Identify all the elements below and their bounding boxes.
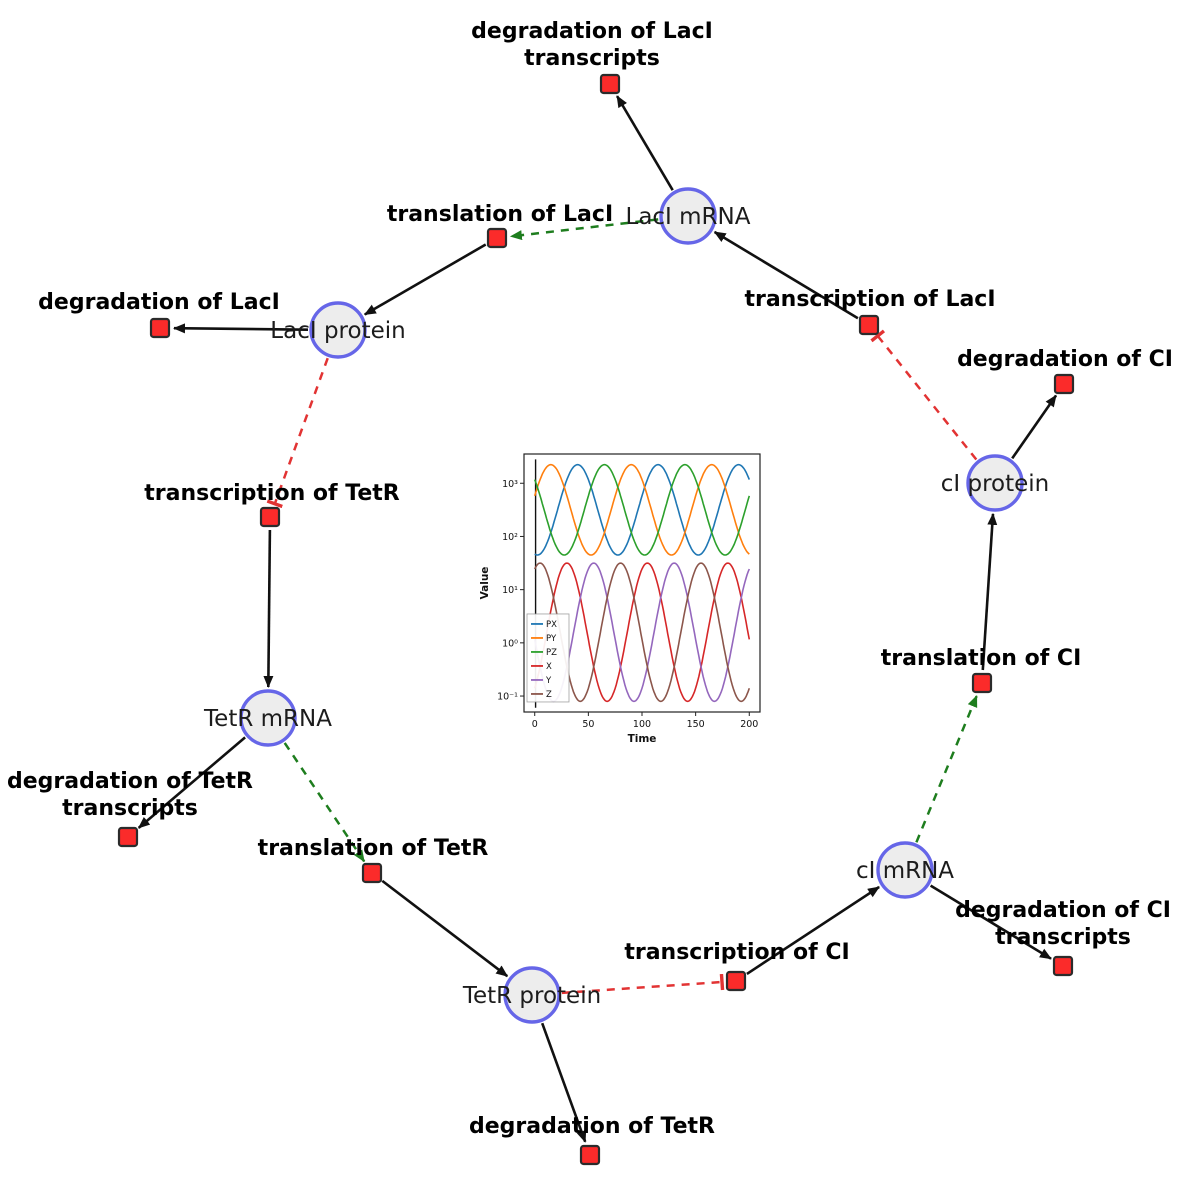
y-tick-label: 10²: [502, 532, 518, 543]
reaction-label-transcription_tetr: transcription of TetR: [144, 481, 400, 506]
reaction-node-deg_laci[interactable]: [149, 317, 171, 339]
reaction-label-deg_laci_tx: degradation of LacI transcripts: [471, 19, 713, 71]
legend-entry-PZ: PZ: [546, 648, 557, 658]
edge-modifier-laci_mrna-translation_laci: [509, 218, 659, 241]
timeseries-plot: 10⁻¹ 10⁰ 10¹ 10² 10³ 0 50 100 150 200 Time Value PX P…: [479, 453, 761, 745]
x-tick-label: 100: [633, 719, 651, 730]
edge-inhibitor-tetr_protein-transcription_ci: [561, 973, 725, 995]
species-node-ci_protein[interactable]: [966, 454, 1024, 512]
reaction-node-translation_ci[interactable]: [971, 672, 993, 694]
edge-reactant-tetr_protein-deg_tetr: [540, 1022, 587, 1143]
reaction-node-translation_tetr[interactable]: [361, 862, 383, 884]
legend-box: [526, 613, 570, 703]
reaction-node-transcription_laci[interactable]: [858, 314, 880, 336]
edge-inhibitor-ci_protein-transcription_laci: [870, 329, 978, 461]
chart-line-PY: [533, 463, 750, 556]
reaction-label-deg_tetr_tx: degradation of TetR transcripts: [7, 769, 253, 821]
reaction-label-deg_ci_tx: degradation of CI transcripts: [955, 898, 1171, 950]
edge-reactant-tetr_mrna-deg_tetr_tx: [137, 736, 246, 829]
legend-entry-X: X: [546, 662, 552, 672]
edge-product-transcription_ci-ci_mrna: [746, 885, 880, 975]
edge-reactant-laci_mrna-deg_laci_tx: [615, 95, 674, 191]
y-tick-label: 10³: [502, 479, 518, 490]
edge-product-transcription_tetr-tetr_mrna: [263, 529, 274, 688]
reaction-node-deg_laci_tx[interactable]: [599, 73, 621, 95]
legend-entry-Z: Z: [546, 690, 552, 700]
species-node-ci_mrna[interactable]: [876, 841, 934, 899]
edge-inhibitor-laci_protein-transcription_tetr: [266, 357, 329, 509]
y-tick-label: 10¹: [502, 585, 518, 596]
reaction-label-translation_laci: translation of LacI: [387, 202, 613, 227]
y-tick-label: 10⁰: [502, 638, 518, 649]
chart-line-Y: [533, 562, 751, 703]
x-axis-label: Time: [628, 733, 657, 745]
species-node-tetr_mrna[interactable]: [239, 689, 297, 747]
edge-reactant-ci_mrna-deg_ci_tx: [929, 884, 1052, 960]
chart-line-X: [533, 562, 751, 703]
reaction-node-deg_ci_tx[interactable]: [1052, 955, 1074, 977]
y-tick-label: 10⁻¹: [497, 692, 518, 703]
species-label-tetr_protein: TetR protein: [462, 983, 601, 1009]
edge-modifier-ci_mrna-translation_ci: [915, 694, 978, 843]
edge-product-translation_laci-laci_protein: [363, 243, 487, 316]
species-label-laci_mrna: LacI mRNA: [626, 204, 751, 230]
legend-entry-PX: PX: [546, 620, 557, 630]
reaction-node-transcription_ci[interactable]: [725, 970, 747, 992]
reaction-node-deg_ci[interactable]: [1053, 373, 1075, 395]
reaction-label-translation_tetr: translation of TetR: [258, 836, 489, 861]
species-label-ci_mrna: cI mRNA: [856, 858, 954, 884]
reaction-node-deg_tetr_tx[interactable]: [117, 826, 139, 848]
species-label-ci_protein: cI protein: [941, 471, 1050, 497]
x-tick-label: 0: [532, 719, 538, 730]
reaction-label-transcription_laci: transcription of LacI: [744, 287, 995, 312]
species-node-tetr_protein[interactable]: [503, 966, 561, 1024]
reaction-label-translation_ci: translation of CI: [881, 646, 1082, 671]
reaction-node-translation_laci[interactable]: [486, 227, 508, 249]
reaction-label-deg_tetr: degradation of TetR: [469, 1114, 715, 1139]
reaction-label-transcription_ci: transcription of CI: [624, 940, 849, 965]
inset-chart: 10⁻¹ 10⁰ 10¹ 10² 10³ 0 50 100 150 200 Time Value PX P…: [478, 444, 770, 762]
species-node-laci_mrna[interactable]: [659, 187, 717, 245]
species-label-tetr_mrna: TetR mRNA: [203, 706, 332, 732]
edge-product-translation_ci-ci_protein: [981, 512, 998, 671]
reaction-label-deg_ci: degradation of CI: [957, 347, 1173, 372]
reaction-node-transcription_tetr[interactable]: [259, 506, 281, 528]
species-label-laci_protein: LacI protein: [270, 318, 405, 344]
legend-entry-PY: PY: [546, 634, 557, 644]
edge-reactant-ci_protein-deg_ci: [1011, 394, 1058, 460]
edge-product-translation_tetr-tetr_protein: [381, 879, 509, 978]
legend-entry-Y: Y: [545, 676, 552, 686]
reaction-node-deg_tetr[interactable]: [579, 1144, 601, 1166]
y-axis-label: Value: [479, 567, 491, 600]
edge-reactant-laci_protein-deg_laci: [173, 323, 309, 334]
chart-line-Z: [533, 562, 751, 703]
chart-line-PZ: [533, 463, 751, 556]
x-tick-label: 150: [687, 719, 705, 730]
chart-line-PX: [534, 463, 751, 556]
edge-product-transcription_laci-laci_mrna: [713, 230, 859, 320]
species-node-laci_protein[interactable]: [309, 301, 367, 359]
reaction-label-deg_laci: degradation of LacI: [38, 290, 280, 315]
x-tick-label: 50: [582, 719, 594, 730]
x-tick-label: 200: [740, 719, 758, 730]
